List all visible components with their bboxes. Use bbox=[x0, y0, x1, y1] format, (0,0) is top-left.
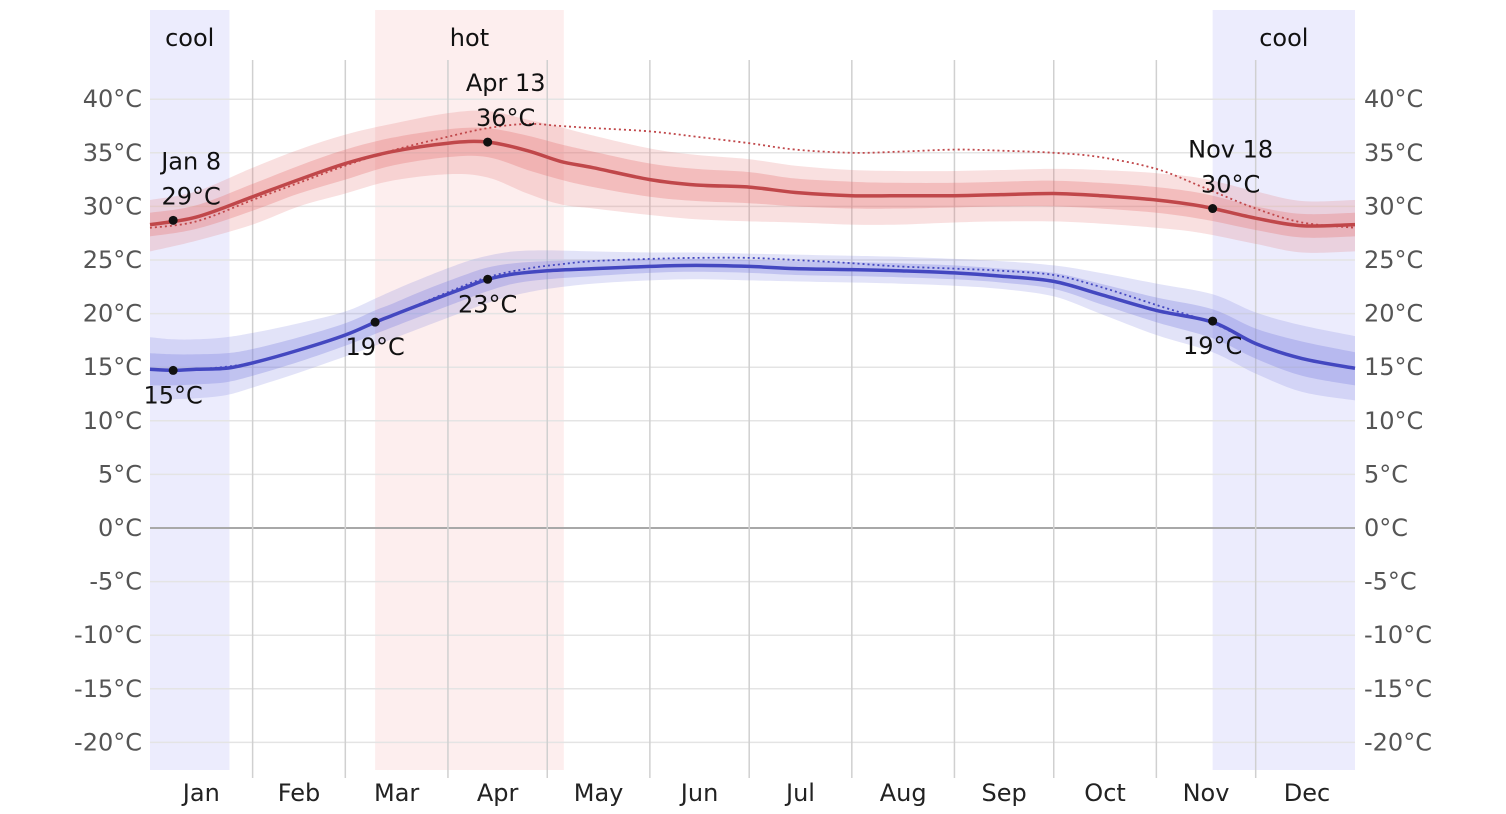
y-tick-label-right: 20°C bbox=[1364, 300, 1423, 328]
x-axis: Jan Feb Mar Apr May Jun Jul Aug Sep Oct Nov Dec bbox=[181, 779, 1330, 807]
annotation-dot bbox=[1208, 204, 1218, 214]
annotation-date: Jan 8 bbox=[159, 147, 221, 175]
season-label-cool: cool bbox=[165, 24, 214, 52]
high-band-p10-p90 bbox=[150, 110, 1355, 253]
y-tick-label-right: -15°C bbox=[1364, 675, 1432, 703]
y-tick-label-right: 25°C bbox=[1364, 246, 1423, 274]
annotation-date: Apr 13 bbox=[466, 69, 546, 97]
y-tick-label-right: 0°C bbox=[1364, 514, 1408, 542]
low-band-p25-p75 bbox=[150, 258, 1355, 386]
y-tick-label-left: -15°C bbox=[74, 675, 142, 703]
y-tick-label-left: 35°C bbox=[83, 139, 142, 167]
low-dotted-line bbox=[149, 256, 1356, 371]
y-axis: 40°C 40°C 35°C 35°C 30°C 30°C 25°C 25°C 20°C 20°C… bbox=[74, 85, 1432, 756]
annotation-dot bbox=[168, 215, 178, 225]
y-tick-label-left: 40°C bbox=[83, 85, 142, 113]
y-tick-label-right: 40°C bbox=[1364, 85, 1423, 113]
annotation-dot bbox=[370, 317, 380, 327]
month-label-feb: Feb bbox=[278, 779, 321, 807]
y-tick-label-right: 30°C bbox=[1364, 192, 1423, 220]
high-dotted-line bbox=[149, 122, 1356, 229]
y-tick-label-right: 5°C bbox=[1364, 460, 1408, 488]
y-tick-label-right: -10°C bbox=[1364, 621, 1432, 649]
annotation-dot bbox=[1208, 316, 1218, 326]
month-label-sep: Sep bbox=[981, 779, 1026, 807]
annotation-value: 19°C bbox=[1183, 332, 1242, 360]
y-tick-label-left: 20°C bbox=[83, 300, 142, 328]
season-label-cool: cool bbox=[1259, 24, 1308, 52]
low-band-p10-p90 bbox=[150, 250, 1355, 402]
y-tick-label-right: -20°C bbox=[1364, 728, 1432, 756]
month-label-jul: Jul bbox=[784, 779, 815, 807]
y-tick-label-left: 30°C bbox=[83, 192, 142, 220]
annotation-date: Nov 18 bbox=[1188, 136, 1273, 164]
y-tick-label-left: -20°C bbox=[74, 728, 142, 756]
annotation-dot bbox=[483, 137, 493, 147]
y-tick-label-right: 10°C bbox=[1364, 407, 1423, 435]
month-label-dec: Dec bbox=[1284, 779, 1330, 807]
annotation-value: 29°C bbox=[162, 182, 221, 210]
low-series-line bbox=[149, 263, 1356, 373]
annotations: 29°C Jan 8 36°C Apr 13 30°C Nov 18 15°C 19°C 23°… bbox=[144, 69, 1274, 409]
percentile-bands bbox=[150, 110, 1355, 402]
y-tick-label-right: -5°C bbox=[1364, 568, 1417, 596]
y-tick-label-left: -5°C bbox=[89, 568, 142, 596]
season-band-cool bbox=[150, 10, 230, 770]
series-lines bbox=[149, 122, 1356, 373]
grid-lines bbox=[150, 60, 1355, 778]
month-label-jun: Jun bbox=[679, 779, 719, 807]
month-label-oct: Oct bbox=[1084, 779, 1126, 807]
y-tick-label-right: 15°C bbox=[1364, 353, 1423, 381]
annotation-value: 23°C bbox=[458, 290, 517, 318]
season-bands: cool hot cool bbox=[150, 10, 1355, 770]
annotation-value: 36°C bbox=[476, 104, 535, 132]
month-label-nov: Nov bbox=[1183, 779, 1230, 807]
month-label-apr: Apr bbox=[477, 779, 519, 807]
season-label-hot: hot bbox=[450, 24, 489, 52]
high-series-line bbox=[149, 139, 1356, 228]
y-tick-label-left: 10°C bbox=[83, 407, 142, 435]
season-band-cool bbox=[1212, 10, 1355, 770]
annotation-value: 15°C bbox=[144, 381, 203, 409]
month-label-jan: Jan bbox=[181, 779, 220, 807]
month-label-aug: Aug bbox=[880, 779, 927, 807]
annotation-value: 30°C bbox=[1201, 171, 1260, 199]
annotation-dot bbox=[483, 274, 493, 284]
month-label-may: May bbox=[574, 779, 624, 807]
y-tick-label-left: 25°C bbox=[83, 246, 142, 274]
annotation-dot bbox=[168, 365, 178, 375]
month-label-mar: Mar bbox=[374, 779, 419, 807]
y-tick-label-left: 5°C bbox=[98, 460, 142, 488]
y-tick-label-left: 15°C bbox=[83, 353, 142, 381]
y-tick-label-left: -10°C bbox=[74, 621, 142, 649]
season-band-hot bbox=[375, 10, 564, 770]
y-tick-label-right: 35°C bbox=[1364, 139, 1423, 167]
y-tick-label-left: 0°C bbox=[98, 514, 142, 542]
annotation-value: 19°C bbox=[345, 333, 404, 361]
high-band-p25-p75 bbox=[150, 127, 1355, 238]
